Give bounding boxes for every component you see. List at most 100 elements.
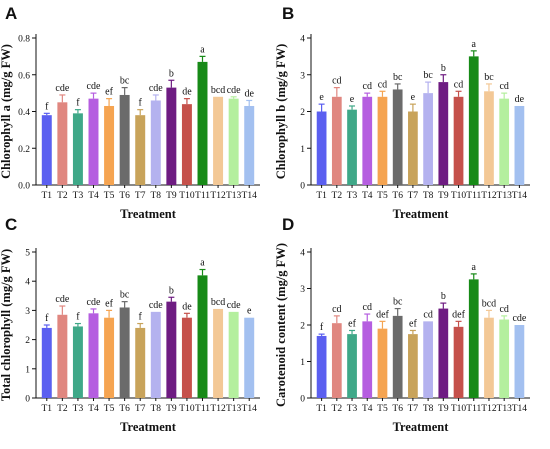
bar-t14 [244, 105, 255, 185]
significance-label: cd [363, 81, 372, 92]
bar-t9 [166, 87, 177, 185]
significance-label: a [200, 258, 205, 269]
bar-t12 [213, 308, 224, 398]
bar-t5 [104, 105, 115, 185]
x-tick-label: T1 [316, 404, 327, 414]
y-tick-label: 2 [300, 322, 305, 332]
bar-t5 [377, 328, 388, 398]
y-tick-label: 0.8 [18, 35, 30, 45]
x-tick-label: T2 [57, 191, 68, 201]
bar-t4 [362, 96, 373, 185]
x-tick-label: T10 [179, 404, 195, 414]
panel-b: B 0 1 2 3 4 e T1 cd T2 e T3 cd T4 cd T5 bc T6 e T7 bc T8 b T9 cd… [274, 4, 530, 221]
y-tick-label: 3 [300, 71, 305, 81]
x-tick-label: T13 [226, 191, 242, 201]
x-axis-title: Treatment [393, 207, 450, 221]
y-tick-label: 0 [300, 182, 305, 192]
significance-label: f [45, 101, 49, 112]
x-tick-label: T12 [481, 404, 497, 414]
x-tick-label: T9 [438, 404, 449, 414]
x-tick-label: T2 [332, 191, 343, 201]
x-tick-label: T14 [242, 191, 258, 201]
x-tick-label: T9 [166, 191, 177, 201]
bar-t3 [72, 326, 83, 398]
x-tick-label: T3 [73, 404, 84, 414]
bar-t10 [453, 326, 464, 398]
x-tick-label: T8 [151, 191, 162, 201]
bar-t13 [499, 98, 510, 185]
x-tick-label: T1 [316, 191, 327, 201]
significance-label: a [200, 44, 205, 55]
significance-label: f [76, 312, 80, 323]
x-tick-label: T14 [242, 404, 258, 414]
significance-label: a [472, 39, 477, 50]
y-tick-label: 4 [300, 35, 305, 45]
significance-label: cd [499, 304, 508, 315]
x-tick-label: T2 [57, 404, 68, 414]
y-axis-title: Chlorophyll b (mg/g FW) [274, 44, 288, 180]
panel-d: D 0 1 2 3 4 f T1 cd T2 ef T3 cd T4 def T5 bc T6 ef T7 cd T8 b T… [274, 215, 530, 434]
significance-label: cd [454, 79, 463, 90]
significance-label: f [76, 98, 80, 109]
significance-label: de [244, 88, 254, 99]
bar-t3 [347, 334, 357, 398]
significance-label: bcd [211, 297, 225, 308]
significance-label: cd [423, 309, 432, 320]
bar-t14 [514, 105, 525, 185]
significance-label: de [182, 301, 192, 312]
x-tick-label: T11 [466, 404, 481, 414]
bar-t1 [316, 111, 327, 185]
bar-t3 [72, 113, 83, 185]
bar-t6 [392, 89, 403, 185]
significance-label: ef [409, 318, 417, 329]
y-tick-label: 4 [300, 249, 305, 259]
y-tick-label: 1 [25, 365, 30, 375]
significance-label: e [319, 92, 324, 103]
significance-label: cde [512, 313, 526, 324]
bar-t4 [88, 313, 99, 398]
significance-label: b [441, 291, 446, 302]
significance-label: cd [332, 76, 341, 87]
significance-label: b [169, 285, 174, 296]
bar-t7 [135, 327, 146, 398]
significance-label: cd [332, 304, 341, 315]
significance-label: cd [363, 302, 372, 313]
bar-t1 [316, 335, 327, 398]
significance-label: bc [393, 72, 403, 83]
significance-label: de [182, 87, 192, 98]
x-tick-label: T12 [210, 191, 226, 201]
x-axis-title: Treatment [120, 207, 177, 221]
x-axis-title: Treatment [120, 420, 177, 434]
bar-t11 [197, 61, 208, 186]
x-tick-label: T10 [179, 191, 195, 201]
bar-t5 [377, 96, 388, 185]
bar-t11 [468, 279, 479, 398]
bar-t12 [213, 96, 224, 185]
bar-t8 [150, 311, 161, 398]
x-tick-label: T9 [166, 404, 177, 414]
x-tick-label: T2 [332, 404, 343, 414]
x-tick-label: T4 [362, 404, 373, 414]
significance-label: cde [87, 81, 101, 92]
x-tick-label: T9 [438, 191, 449, 201]
significance-label: cde [55, 83, 69, 94]
x-tick-label: T13 [226, 404, 242, 414]
significance-label: bc [120, 290, 130, 301]
bar-t11 [468, 56, 479, 185]
panel-c: C 0 1 2 3 4 5 f T1 cde T2 f T3 cde T4 ef T5 bc T6 f T7 cde T8 b… [0, 215, 260, 434]
significance-label: bc [423, 70, 433, 81]
significance-label: bcd [482, 298, 496, 309]
bar-t13 [228, 98, 239, 185]
bar-t8 [423, 93, 433, 185]
x-tick-label: T14 [512, 404, 528, 414]
significance-label: bc [120, 76, 130, 87]
bar-t9 [438, 82, 449, 185]
x-tick-label: T13 [497, 191, 513, 201]
x-tick-label: T10 [451, 404, 467, 414]
significance-label: cde [227, 300, 241, 311]
x-tick-label: T8 [423, 191, 434, 201]
significance-label: cde [227, 85, 241, 96]
significance-label: cde [87, 297, 101, 308]
significance-label: def [376, 309, 389, 320]
